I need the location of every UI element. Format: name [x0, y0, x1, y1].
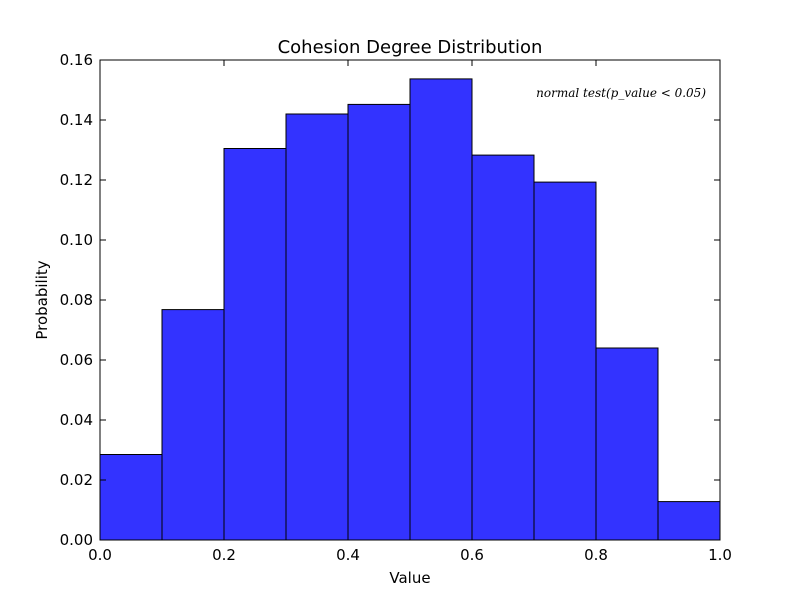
y-tick-label: 0.10	[60, 231, 93, 249]
x-tick-label: 0.4	[336, 546, 360, 564]
y-tick-label: 0.06	[60, 351, 93, 369]
histogram-bar	[99, 454, 163, 541]
x-tick-label: 0.2	[212, 546, 236, 564]
histogram-bar	[223, 148, 287, 541]
chart-title: Cohesion Degree Distribution	[278, 37, 543, 58]
ticks-group: 0.0 0.2 0.4 0.6 0.8 1.0 0.00 0.02 0.04 0.06 0.08 0.…	[60, 51, 732, 564]
x-axis-label: Value	[389, 569, 430, 587]
y-tick-label: 0.12	[60, 171, 93, 189]
y-tick-label: 0.08	[60, 291, 93, 309]
histogram-bar	[533, 181, 597, 541]
y-axis-label: Probability	[33, 260, 51, 339]
bars-group	[99, 78, 721, 541]
histogram-bar	[657, 501, 721, 541]
y-tick-label: 0.14	[60, 111, 93, 129]
histogram-bar	[595, 347, 659, 541]
x-tick-label: 0.0	[88, 546, 112, 564]
x-tick-label: 1.0	[708, 546, 732, 564]
y-tick-label: 0.00	[60, 531, 93, 549]
y-tick-label: 0.16	[60, 51, 93, 69]
histogram-bar	[471, 154, 535, 541]
histogram-bar	[285, 113, 349, 541]
histogram-bar	[409, 78, 473, 541]
x-tick-label: 0.6	[460, 546, 484, 564]
y-tick-label: 0.04	[60, 411, 93, 429]
x-tick-label: 0.8	[584, 546, 608, 564]
histogram-bar	[161, 309, 225, 541]
y-tick-label: 0.02	[60, 471, 93, 489]
histogram-bar	[347, 103, 411, 541]
normal-test-annotation: normal test(p_value < 0.05)	[536, 86, 706, 100]
